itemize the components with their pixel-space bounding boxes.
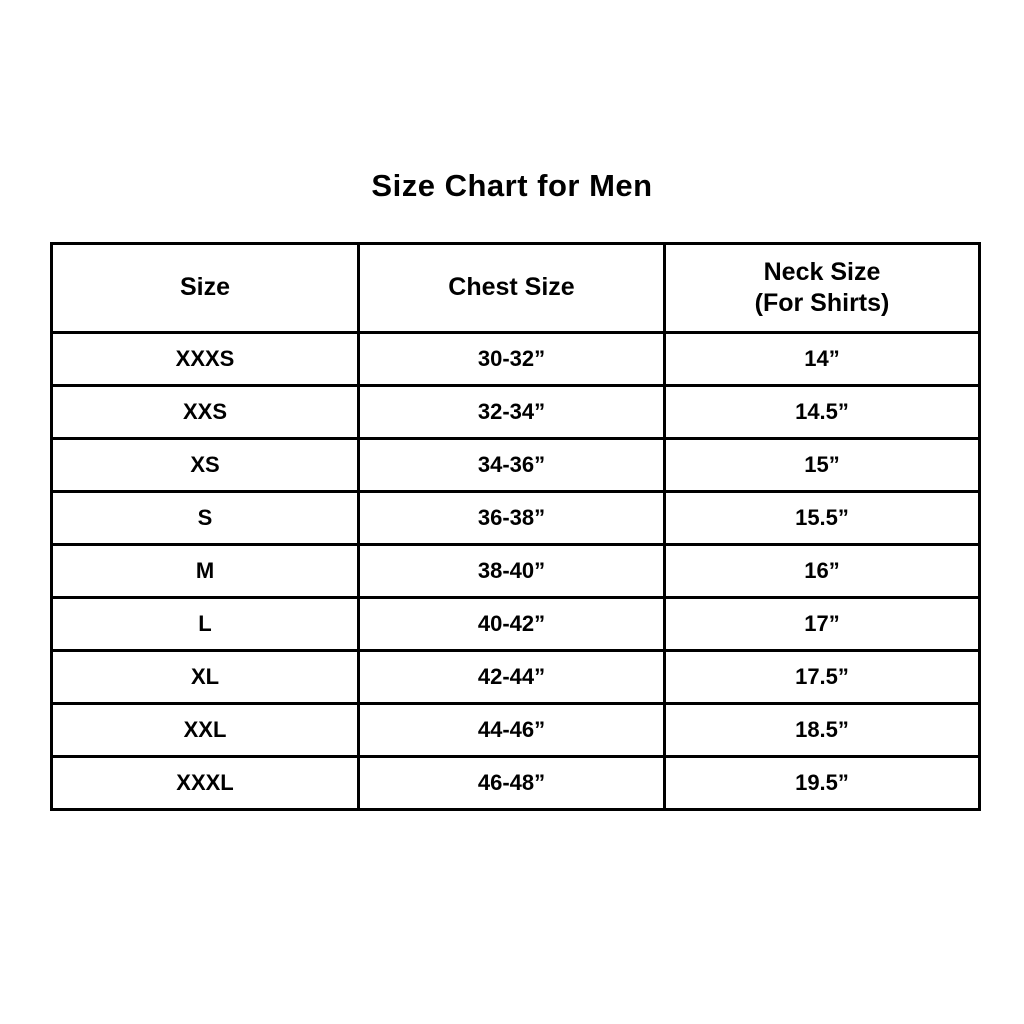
chest-cell: 42-44” <box>357 649 666 705</box>
table-row: XXXL 46-48” 19.5” <box>50 755 981 811</box>
chest-cell: 44-46” <box>357 702 666 758</box>
chest-cell: 38-40” <box>357 543 666 599</box>
size-cell: M <box>50 543 360 599</box>
neck-cell: 15” <box>663 437 981 493</box>
neck-cell: 19.5” <box>663 755 981 811</box>
column-header-chest-size: Chest Size <box>357 242 666 334</box>
chest-cell: 40-42” <box>357 596 666 652</box>
table-row: XXL 44-46” 18.5” <box>50 702 981 758</box>
size-chart-table: Size Chest Size Neck Size (For Shirts) X… <box>50 242 981 811</box>
table-row: XXXS 30-32” 14” <box>50 331 981 387</box>
chest-cell: 32-34” <box>357 384 666 440</box>
table-body: XXXS 30-32” 14” XXS 32-34” 14.5” XS 34-3… <box>50 331 981 811</box>
table-row: M 38-40” 16” <box>50 543 981 599</box>
size-cell: S <box>50 490 360 546</box>
chest-cell: 30-32” <box>357 331 666 387</box>
table-header: Size Chest Size Neck Size (For Shirts) <box>50 242 981 334</box>
table-row: XXS 32-34” 14.5” <box>50 384 981 440</box>
neck-cell: 17.5” <box>663 649 981 705</box>
table-row: S 36-38” 15.5” <box>50 490 981 546</box>
neck-cell: 15.5” <box>663 490 981 546</box>
neck-cell: 16” <box>663 543 981 599</box>
size-cell: XL <box>50 649 360 705</box>
neck-cell: 17” <box>663 596 981 652</box>
size-cell: XXS <box>50 384 360 440</box>
column-header-size: Size <box>50 242 360 334</box>
table-row: XS 34-36” 15” <box>50 437 981 493</box>
chest-cell: 34-36” <box>357 437 666 493</box>
chest-cell: 46-48” <box>357 755 666 811</box>
size-cell: XXXS <box>50 331 360 387</box>
table-row: XL 42-44” 17.5” <box>50 649 981 705</box>
neck-cell: 14” <box>663 331 981 387</box>
size-cell: XS <box>50 437 360 493</box>
size-cell: XXXL <box>50 755 360 811</box>
table-row: L 40-42” 17” <box>50 596 981 652</box>
header-row: Size Chest Size Neck Size (For Shirts) <box>50 242 981 334</box>
chest-cell: 36-38” <box>357 490 666 546</box>
size-cell: XXL <box>50 702 360 758</box>
column-header-neck-size: Neck Size (For Shirts) <box>663 242 981 334</box>
page-title: Size Chart for Men <box>371 168 653 203</box>
neck-cell: 18.5” <box>663 702 981 758</box>
size-cell: L <box>50 596 360 652</box>
neck-cell: 14.5” <box>663 384 981 440</box>
